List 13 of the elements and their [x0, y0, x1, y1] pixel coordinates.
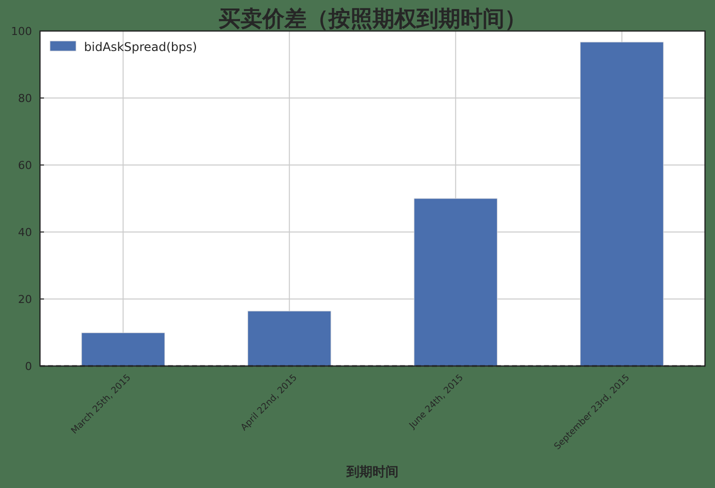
y-tick-label: 40 [18, 226, 32, 239]
y-tick-label: 0 [25, 360, 32, 373]
chart-title: 买卖价差（按照期权到期时间） [218, 7, 526, 32]
legend-label: bidAskSpread(bps) [84, 40, 198, 54]
bar [248, 310, 332, 366]
bar [81, 332, 165, 366]
y-tick-label: 20 [18, 293, 32, 306]
y-tick-label: 60 [18, 159, 32, 172]
y-tick-label: 100 [11, 25, 32, 38]
x-axis-title: 到期时间 [346, 465, 398, 480]
bar [580, 42, 664, 366]
bar [414, 198, 498, 366]
y-tick-label: 80 [18, 92, 32, 105]
